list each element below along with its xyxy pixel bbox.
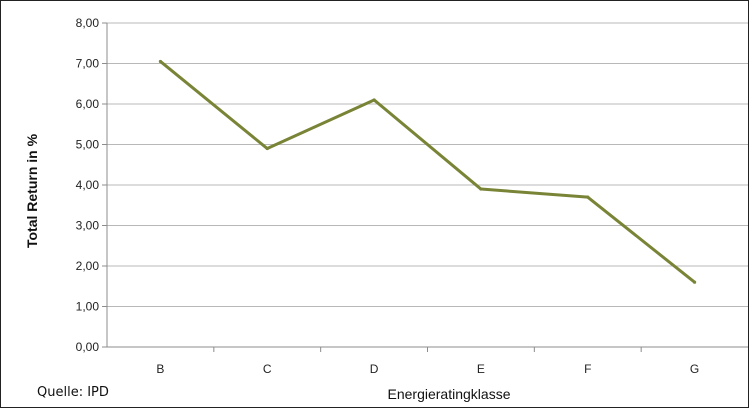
y-axis-title: Total Return in % [24, 133, 40, 248]
series-line [159, 60, 696, 284]
gridlines [107, 22, 748, 307]
x-tick-label: C [263, 362, 272, 376]
x-tick-label: F [584, 362, 591, 376]
y-tick-label: 4,00 [76, 178, 100, 192]
y-tick-label: 5,00 [76, 138, 100, 152]
data-point [265, 146, 269, 151]
data-point [158, 59, 163, 64]
axes [102, 22, 748, 352]
data-point [692, 280, 697, 284]
data-point [479, 187, 483, 191]
y-tick-label: 6,00 [76, 97, 100, 111]
y-tick-label: 8,00 [76, 16, 100, 30]
x-axis-title: Energieratingklasse [388, 386, 511, 402]
x-tick-label: B [156, 362, 164, 376]
y-tick-label: 1,00 [76, 300, 100, 314]
x-tick-label: D [370, 362, 379, 376]
x-tick-label: G [690, 362, 699, 376]
y-tick-label: 7,00 [76, 57, 100, 71]
data-point [372, 98, 376, 102]
y-tick-label: 3,00 [76, 219, 100, 233]
tick-labels: 0,00 1,00 2,00 3,00 4,00 5,00 6,00 7,00 8,00 B C D E… [76, 16, 700, 376]
y-tick-label: 2,00 [76, 259, 100, 273]
data-point [586, 195, 590, 199]
source-caption: Quelle: IPD [37, 385, 109, 400]
y-tick-label: 0,00 [76, 340, 100, 354]
x-tick-label: E [477, 362, 485, 376]
series-layer [158, 59, 697, 284]
